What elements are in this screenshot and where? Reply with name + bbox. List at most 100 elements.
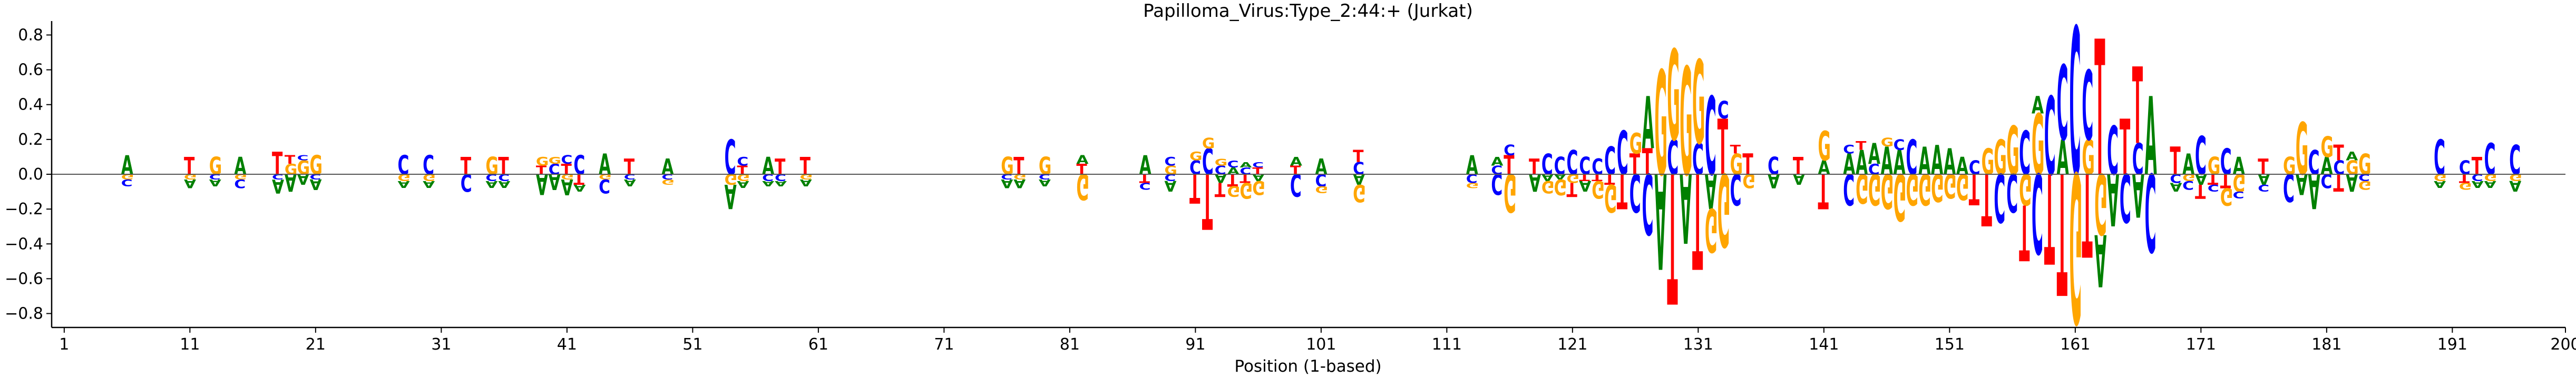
- logo-letter-T: T: [2333, 168, 2344, 196]
- logo-letter-G: G: [1567, 171, 1579, 185]
- logo-letter-C: C: [2182, 178, 2194, 192]
- logo-letter-A: A: [2321, 153, 2333, 181]
- logo-letter-T: T: [285, 153, 295, 167]
- logo-letter-C: C: [737, 155, 748, 169]
- logo-letter-G: G: [2296, 109, 2308, 192]
- logo-letter-C: C: [1567, 143, 1578, 182]
- logo-letter-C: C: [725, 130, 736, 185]
- logo-letter-G: G: [1931, 165, 1944, 209]
- logo-letter-G: G: [1654, 42, 1667, 208]
- logo-letter-G: G: [1629, 127, 1642, 161]
- logo-letter-G: G: [1554, 174, 1567, 199]
- logo-letter-G: G: [1001, 153, 1013, 181]
- logo-letter-A: A: [549, 169, 561, 194]
- logo-letter-C: C: [461, 168, 472, 196]
- logo-letter-A: A: [285, 168, 297, 196]
- logo-letter-G: G: [2358, 148, 2371, 181]
- logo-letter-A: A: [624, 177, 636, 188]
- logo-letter-A: A: [1868, 138, 1880, 171]
- logo-letter-C: C: [1894, 137, 1905, 153]
- x-tick-label: 21: [306, 335, 326, 354]
- y-tick-label: −0.6: [5, 270, 43, 288]
- logo-letter-A: A: [661, 155, 674, 180]
- logo-letter-G: G: [2006, 112, 2019, 191]
- logo-letter-T: T: [1982, 157, 1992, 240]
- logo-letter-C: C: [2434, 130, 2445, 185]
- logo-letter-G: G: [2082, 130, 2094, 185]
- logo-letter-C: C: [2308, 143, 2320, 182]
- logo-letter-C: C: [297, 154, 309, 162]
- logo-letter-A: A: [536, 167, 548, 200]
- logo-letter-C: C: [1843, 143, 1855, 157]
- x-tick-label: 200: [2550, 335, 2576, 354]
- logo-letter-T: T: [2195, 180, 2206, 203]
- logo-letter-G: G: [2358, 178, 2371, 192]
- logo-letter-A: A: [1290, 155, 1303, 169]
- x-tick-label: 121: [1557, 335, 1587, 354]
- logo-letter-G: G: [1604, 175, 1617, 220]
- x-tick-label: 31: [431, 335, 451, 354]
- logo-letter-T: T: [624, 155, 635, 180]
- logo-letter-A: A: [423, 179, 435, 190]
- logo-letter-A: A: [1654, 143, 1666, 296]
- logo-letter-A: A: [2195, 171, 2207, 187]
- logo-letter-A: A: [2145, 75, 2157, 200]
- logo-letter-G: G: [1944, 166, 1956, 205]
- logo-letter-A: A: [2308, 163, 2320, 219]
- logo-letter-T: T: [800, 153, 811, 181]
- logo-letter-G: G: [2094, 154, 2107, 252]
- logo-letter-T: T: [498, 153, 509, 181]
- logo-letter-G: G: [1164, 163, 1177, 177]
- logo-letter-C: C: [2145, 148, 2157, 273]
- logo-letter-A: A: [1881, 140, 1893, 184]
- logo-letter-A: A: [1680, 152, 1692, 263]
- logo-letter-C: C: [2333, 156, 2345, 179]
- logo-letter-T: T: [1718, 104, 1728, 193]
- logo-letter-A: A: [2296, 167, 2308, 200]
- logo-letter-T: T: [2132, 46, 2143, 168]
- logo-letter-G: G: [1868, 164, 1881, 213]
- logo-letter-T: T: [461, 153, 471, 181]
- logo-letter-A: A: [2032, 92, 2044, 120]
- logo-letter-C: C: [1604, 140, 1616, 184]
- logo-letter-C: C: [2082, 51, 2093, 162]
- logo-letter-C: C: [234, 176, 246, 191]
- logo-letter-T: T: [1969, 164, 1979, 213]
- x-tick-label: 101: [1306, 335, 1336, 354]
- logo-letter-T: T: [2044, 145, 2055, 290]
- logo-letter-G: G: [1227, 183, 1240, 199]
- logo-letter-T: T: [272, 146, 282, 182]
- logo-letter-G: G: [2032, 97, 2044, 194]
- logo-letter-T: T: [1567, 178, 1578, 201]
- y-tick-label: −0.2: [5, 200, 43, 218]
- logo-letter-C: C: [1617, 119, 1628, 189]
- logo-letter-T: T: [1013, 153, 1024, 181]
- logo-letter-C: C: [549, 161, 560, 177]
- logo-letter-C: C: [2208, 182, 2219, 193]
- logo-letter-C: C: [2283, 165, 2295, 209]
- logo-letter-G: G: [1881, 163, 1894, 219]
- logo-letter-G: G: [1856, 165, 1868, 212]
- logo-letter-G: G: [1215, 157, 1227, 168]
- logo-letter-C: C: [2220, 142, 2232, 183]
- logo-letter-C: C: [1667, 130, 1679, 185]
- logo-letter-C: C: [1868, 161, 1880, 177]
- logo-letter-C: C: [2195, 126, 2207, 187]
- logo-letter-T: T: [2019, 187, 2029, 276]
- logo-letter-A: A: [498, 179, 510, 190]
- logo-letter-A: A: [1856, 143, 1868, 182]
- logo-letter-A: A: [1529, 168, 1541, 196]
- x-axis-ticks: 1 11 21 31 41 51 61 71 81 91 101 111 121 131 141 151 161…: [59, 327, 2576, 354]
- logo-letter-A: A: [2132, 160, 2144, 230]
- logo-letter-A: A: [1013, 176, 1026, 191]
- logo-letter-G: G: [1189, 150, 1202, 164]
- logo-letter-T: T: [1227, 170, 1238, 190]
- x-tick-label: 161: [2060, 335, 2090, 354]
- logo-letter-C: C: [397, 150, 409, 181]
- logo-letter-A: A: [2346, 168, 2358, 196]
- logo-letter-C: C: [1315, 170, 1327, 190]
- logo-letter-G: G: [1881, 136, 1894, 150]
- x-tick-label: 171: [2186, 335, 2216, 354]
- logo-letter-G: G: [1202, 135, 1215, 152]
